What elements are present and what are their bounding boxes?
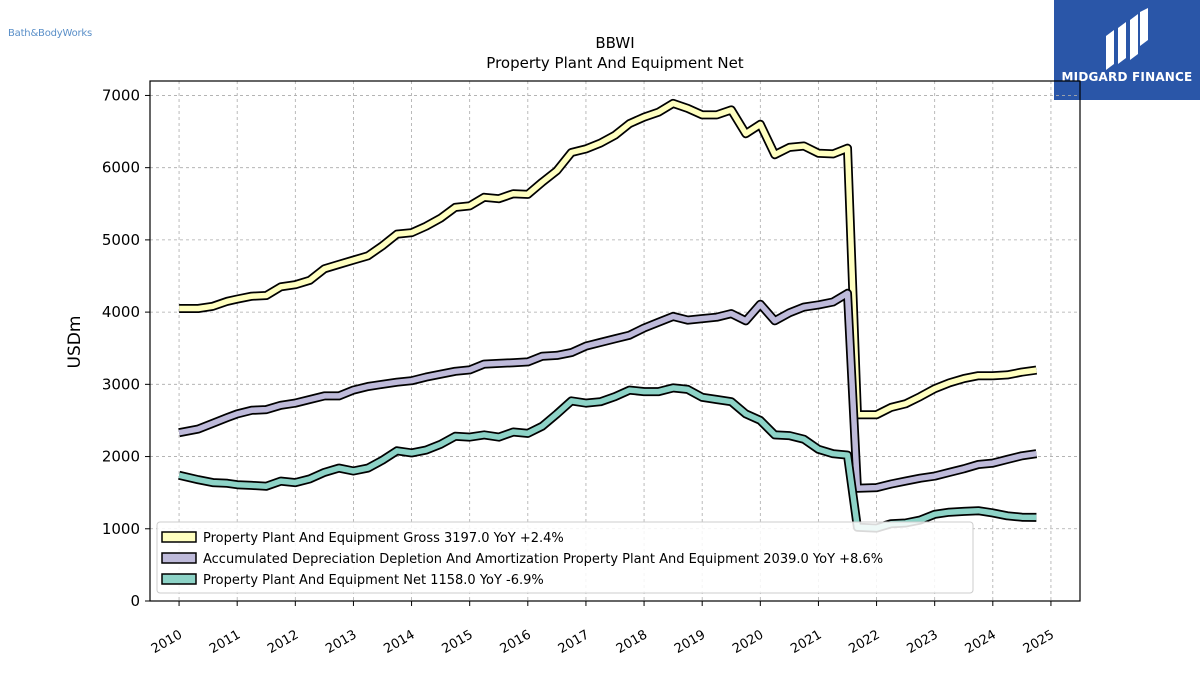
x-tick-label: 2015 [440, 627, 476, 657]
legend: Property Plant And Equipment Gross 3197.… [156, 521, 974, 594]
x-tick-label: 2017 [556, 627, 592, 657]
series-line-2 [178, 385, 1037, 531]
company-logo-text: Bath&BodyWorks [8, 28, 93, 39]
legend-label-1: Accumulated Depreciation Depletion And A… [203, 552, 883, 567]
y-tick-label: 3000 [102, 375, 140, 393]
x-tick-label: 2014 [381, 627, 417, 657]
y-tick-label: 0 [130, 592, 140, 610]
series-outline-2 [178, 383, 1037, 533]
legend-swatch-1 [161, 552, 197, 564]
x-tick-label: 2021 [788, 627, 824, 657]
x-tick-label: 2022 [846, 627, 882, 657]
x-tick-label: 2012 [265, 627, 301, 657]
series-outline-0 [179, 98, 1038, 420]
x-tick-label: 2010 [149, 627, 185, 657]
x-tick-label: 2013 [323, 627, 359, 657]
y-tick-label: 5000 [102, 231, 140, 249]
legend-label-0: Property Plant And Equipment Gross 3197.… [203, 531, 564, 546]
x-tick-label: 2016 [498, 627, 534, 657]
legend-label-2: Property Plant And Equipment Net 1158.0 … [203, 573, 544, 588]
x-tick-label: 2020 [730, 627, 766, 657]
chart-subtitle: Property Plant And Equipment Net [486, 54, 743, 72]
y-axis-label: USDm [65, 316, 85, 369]
chart-title: BBWI [595, 34, 634, 52]
logo-text: MIDGARD FINANCE [1061, 70, 1193, 84]
midgard-logo-icon [1106, 8, 1148, 70]
midgard-finance-logo: MIDGARD FINANCE [1054, 0, 1200, 100]
x-tick-label: 2019 [672, 627, 708, 657]
x-tick-label: 2025 [1021, 627, 1057, 657]
legend-swatch-0 [161, 531, 197, 543]
series-layer [178, 98, 1038, 533]
legend-swatch-2 [161, 573, 197, 585]
y-tick-label: 2000 [102, 448, 140, 466]
plot-frame [149, 80, 1081, 602]
series-outline-1 [178, 288, 1038, 493]
x-tick-label: 2018 [614, 627, 650, 657]
series-line-1 [178, 290, 1037, 492]
x-tick-label: 2024 [963, 627, 999, 657]
y-tick-label: 1000 [102, 520, 140, 538]
x-tick-label: 2023 [905, 627, 941, 657]
series-line-0 [179, 100, 1037, 418]
y-tick-label: 4000 [102, 303, 140, 321]
y-tick-label: 7000 [102, 86, 140, 104]
legend-box [156, 521, 974, 594]
y-tick-label: 6000 [102, 159, 140, 177]
x-tick-label: 2011 [207, 627, 243, 657]
